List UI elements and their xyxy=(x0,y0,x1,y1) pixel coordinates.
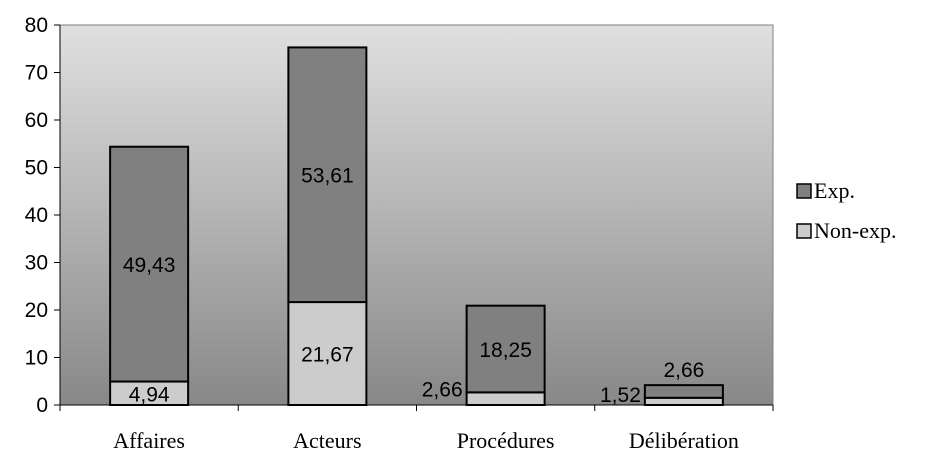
y-tick-label: 20 xyxy=(25,299,48,322)
x-category-label: Acteurs xyxy=(293,428,361,453)
legend: Exp. Non-exp. xyxy=(796,178,896,243)
y-tick-label: 30 xyxy=(25,252,48,275)
data-label: 4,94 xyxy=(129,383,170,406)
y-tick-label: 70 xyxy=(25,62,48,85)
legend-label: Non-exp. xyxy=(814,218,896,243)
bar-segment xyxy=(643,384,724,399)
data-label: 18,25 xyxy=(479,339,532,362)
x-axis: Affaires Acteurs Procédures Délibération xyxy=(59,404,774,453)
y-tick-label: 50 xyxy=(25,157,48,180)
bar-segment xyxy=(465,304,546,394)
data-label: 2,66 xyxy=(422,378,463,401)
data-labels: 4,94 49,43 21,67 53,61 2,66 18,25 1,52 2,66 xyxy=(123,165,704,407)
x-category-label: Délibération xyxy=(629,428,739,453)
legend-swatch xyxy=(796,183,812,199)
data-label: 49,43 xyxy=(123,254,176,277)
data-label: 21,67 xyxy=(301,344,354,367)
bar-segment xyxy=(643,396,724,406)
x-category-label: Affaires xyxy=(113,428,185,453)
legend-swatch xyxy=(796,223,812,239)
y-tick-label: 60 xyxy=(25,109,48,132)
bars xyxy=(109,46,724,407)
data-label: 2,66 xyxy=(663,359,704,382)
x-category-label: Procédures xyxy=(457,428,555,453)
bar-segment xyxy=(465,391,546,406)
bar-segment xyxy=(287,301,368,407)
y-axis: 0 10 20 30 40 50 60 70 80 xyxy=(25,14,61,417)
legend-label: Exp. xyxy=(814,178,855,203)
y-tick-label: 80 xyxy=(25,14,48,37)
y-tick-label: 10 xyxy=(25,347,48,370)
data-label: 53,61 xyxy=(301,165,354,188)
data-label: 1,52 xyxy=(600,384,641,407)
bar-segment xyxy=(287,46,368,304)
y-tick-label: 0 xyxy=(36,394,48,417)
y-tick-label: 40 xyxy=(25,204,48,227)
bar-segment xyxy=(109,145,190,383)
